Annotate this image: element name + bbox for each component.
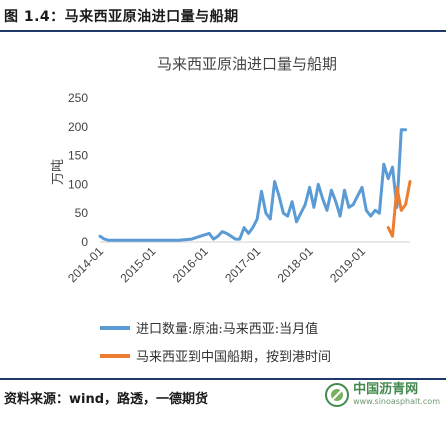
y-tick-label: 50 <box>75 206 89 220</box>
y-tick-label: 150 <box>68 149 88 163</box>
x-tick-label: 2016-01 <box>170 244 211 285</box>
series-line-shipping <box>386 180 412 238</box>
series-line-import <box>98 128 408 242</box>
x-tick-label: 2014-01 <box>65 244 106 285</box>
y-tick-label: 100 <box>68 177 88 191</box>
legend-swatch-import <box>100 325 130 330</box>
y-tick-label: 200 <box>68 120 88 134</box>
chart-canvas: 马来西亚原油进口量与船期 万吨 0 50 100 150 200 250 2014-01 2… <box>51 55 412 285</box>
watermark-url: www.sinoasphalt.com <box>353 397 440 406</box>
legend-item-shipping: 马来西亚到中国船期，按到港时间 <box>100 346 331 365</box>
y-tick-label: 0 <box>81 235 88 249</box>
x-tick-label: 2018-01 <box>275 244 316 285</box>
x-tick-label: 2017-01 <box>222 244 263 285</box>
bottom-rule <box>0 378 446 380</box>
legend-label-shipping: 马来西亚到中国船期，按到港时间 <box>136 350 332 365</box>
figure-title: 图 1.4：马来西亚原油进口量与船期 <box>4 9 239 25</box>
chart-title: 马来西亚原油进口量与船期 <box>157 55 337 73</box>
y-axis-label: 万吨 <box>51 159 66 185</box>
legend-item-import: 进口数量:原油:马来西亚:当月值 <box>100 318 318 337</box>
x-tick-label: 2019-01 <box>327 244 368 285</box>
sinoasphalt-logo-icon <box>325 383 350 407</box>
watermark: 中国沥青网 www.sinoasphalt.com <box>324 382 440 408</box>
y-tick-label: 250 <box>68 91 88 105</box>
legend-label-import: 进口数量:原油:马来西亚:当月值 <box>136 322 319 337</box>
title-rule <box>0 30 446 32</box>
legend-swatch-shipping <box>100 353 130 358</box>
x-tick-label: 2015-01 <box>117 244 158 285</box>
watermark-name: 中国沥青网 <box>353 382 419 397</box>
source-note: 资料来源：wind，路透，一德期货 <box>4 392 209 407</box>
